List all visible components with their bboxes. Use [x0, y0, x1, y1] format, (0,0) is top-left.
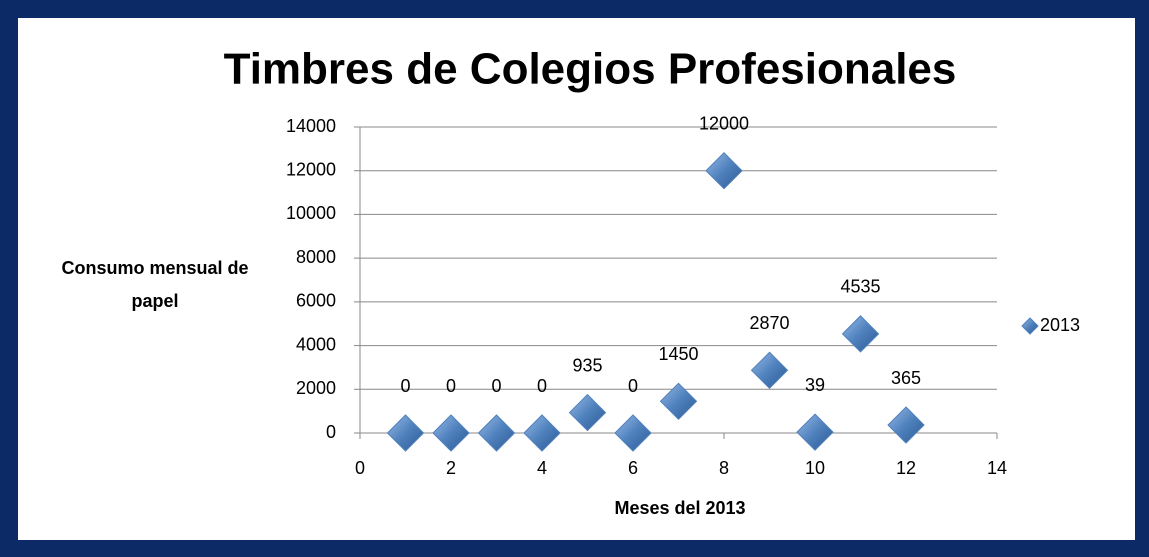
x-tick-label: 4 — [537, 458, 547, 478]
y-axis-label: Consumo mensual de papel — [61, 258, 249, 311]
marker — [705, 152, 743, 190]
x-tick-label: 6 — [628, 458, 638, 478]
x-tick-label: 0 — [355, 458, 365, 478]
marker — [887, 406, 925, 444]
chart-title: Timbres de Colegios Profesionales — [224, 45, 957, 94]
data-label: 39 — [805, 375, 825, 395]
data-label: 0 — [537, 376, 547, 396]
marker — [841, 315, 880, 353]
x-tick-label: 12 — [896, 458, 916, 478]
data-label: 365 — [891, 368, 921, 388]
marker — [659, 382, 698, 421]
marker — [614, 414, 652, 452]
legend-marker — [1021, 317, 1039, 335]
marker — [750, 351, 789, 389]
data-label: 2870 — [749, 313, 789, 333]
data-label: 0 — [400, 376, 410, 396]
x-axis-label: Meses del 2013 — [614, 498, 745, 518]
y-tick-label: 0 — [326, 422, 336, 442]
data-label: 935 — [572, 355, 602, 375]
y-tick-label: 12000 — [286, 159, 336, 179]
marker — [796, 413, 834, 451]
x-tick-label: 2 — [446, 458, 456, 478]
y-tick-label: 2000 — [296, 378, 336, 398]
chart-area — [18, 18, 1135, 540]
y-tick-label: 14000 — [286, 116, 336, 136]
marker — [432, 414, 470, 452]
y-tick-label: 6000 — [296, 291, 336, 311]
data-label: 0 — [446, 376, 456, 396]
data-label: 1450 — [658, 344, 698, 364]
legend-label: 2013 — [1040, 315, 1080, 335]
marker — [477, 414, 516, 452]
marker — [386, 414, 425, 452]
y-tick-label: 10000 — [286, 203, 336, 223]
marker — [523, 414, 561, 452]
data-label: 0 — [491, 376, 501, 396]
marker — [568, 393, 607, 432]
data-label: 12000 — [699, 113, 749, 133]
x-tick-label: 8 — [719, 458, 729, 478]
y-tick-label: 4000 — [296, 334, 336, 354]
data-label: 4535 — [840, 277, 880, 297]
y-tick-label: 8000 — [296, 247, 336, 267]
data-label: 0 — [628, 376, 638, 396]
x-tick-label: 14 — [987, 458, 1007, 478]
x-tick-label: 10 — [805, 458, 825, 478]
